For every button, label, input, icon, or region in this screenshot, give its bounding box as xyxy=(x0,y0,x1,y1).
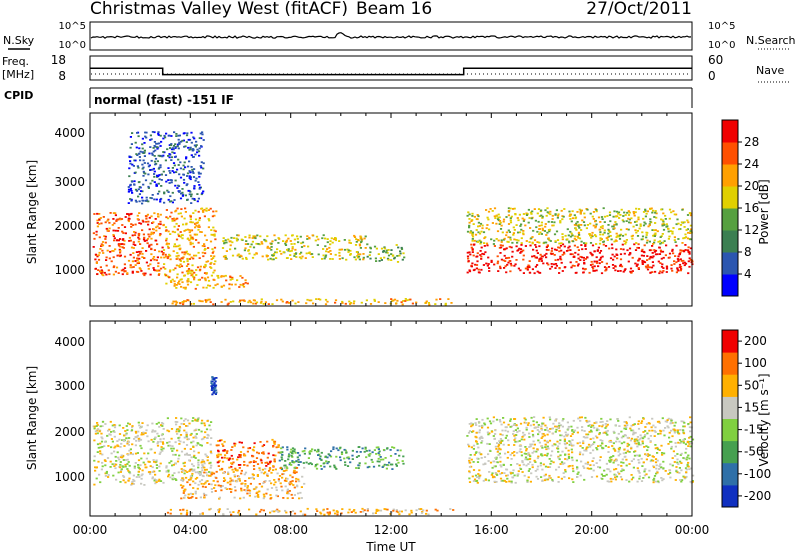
power-region-6 xyxy=(466,243,694,275)
velocity-region-4 xyxy=(179,466,306,500)
velocity-colorbar-seg-5 xyxy=(722,374,738,397)
velocity-colorbar-ticklabel-4: -15 xyxy=(744,423,764,437)
xtick-label-3: 12:00 xyxy=(374,523,409,537)
velocity-colorbar-seg-7 xyxy=(722,330,738,353)
velocity-colorbar-seg-2 xyxy=(722,440,738,464)
freq-label-2: [MHz] xyxy=(2,68,34,81)
velocity-colorbar-ticklabel-3: 15 xyxy=(744,400,759,414)
power-region-0 xyxy=(92,212,165,277)
velocity-region-6 xyxy=(466,416,695,484)
cpid-label: CPID xyxy=(4,89,33,102)
velocity-ylabel: Slant Range [km] xyxy=(25,366,39,470)
nave-label: Nave xyxy=(756,64,784,77)
search-tick-low: 10^0 xyxy=(708,40,735,51)
velocity-colorbar-seg-3 xyxy=(722,418,738,442)
xtick-label-2: 08:00 xyxy=(273,523,308,537)
velocity-colorbar-seg-1 xyxy=(722,462,738,486)
velocity-region-2 xyxy=(215,438,280,468)
date-label: 27/Oct/2011 xyxy=(586,0,692,19)
power-colorbar-ticklabel-4: 12 xyxy=(744,223,759,237)
velocity-colorbar-ticklabel-6: -100 xyxy=(744,467,771,481)
freq-label-1: Freq. xyxy=(2,55,29,68)
power-colorbar-seg-5 xyxy=(722,164,738,187)
freq-tick-low: 8 xyxy=(58,69,66,83)
sky-noise-trace xyxy=(90,32,692,39)
velocity-colorbar-ticklabel-7: -200 xyxy=(744,489,771,503)
nave-tick-low: 0 xyxy=(708,69,716,83)
beam-label: Beam 16 xyxy=(356,0,432,19)
velocity-colorbar: 200 100 50 15 -15 -50 -100 -200 xyxy=(722,330,771,508)
power-colorbar-seg-0 xyxy=(722,274,738,297)
velocity-ytick-3000: 3000 xyxy=(54,379,85,393)
velocity-colorbar-ticklabel-2: 50 xyxy=(744,378,759,392)
power-region-7 xyxy=(466,207,693,245)
xtick-label-1: 04:00 xyxy=(173,523,208,537)
freq-tick-high: 18 xyxy=(51,53,66,67)
velocity-ytick-2000: 2000 xyxy=(54,425,85,439)
cpid-mode: normal (fast) -151 IF xyxy=(94,93,234,107)
frequency-trace xyxy=(90,67,692,76)
power-colorbar-seg-4 xyxy=(722,186,738,209)
velocity-colorbar-label: Velocity [m s⁻¹] xyxy=(757,373,771,466)
velocity-region-3 xyxy=(278,446,405,471)
power-region-8 xyxy=(127,131,205,205)
power-region-3 xyxy=(366,243,406,263)
velocity-colorbar-ticklabel-5: -50 xyxy=(744,445,764,459)
velocity-colorbar-frame xyxy=(721,329,739,508)
velocity-colorbar-ticklabel-1: 100 xyxy=(744,356,767,370)
velocity-colorbar-seg-4 xyxy=(722,396,738,419)
xtick-label-4: 16:00 xyxy=(474,523,509,537)
search-tick-high: 10^5 xyxy=(708,21,735,32)
power-region-4 xyxy=(165,274,249,290)
power-colorbar-seg-3 xyxy=(722,208,738,231)
sky-tick-high: 10^5 xyxy=(59,21,86,32)
power-ytick-2000: 2000 xyxy=(54,219,85,233)
velocity-colorbar-seg-0 xyxy=(722,484,738,508)
power-ytick-3000: 3000 xyxy=(54,175,85,189)
power-colorbar-frame xyxy=(721,119,739,297)
xtick-label-6: 00:00 xyxy=(675,523,710,537)
search-label: N.Search xyxy=(746,34,796,47)
power-ylabel: Slant Range [km] xyxy=(25,160,39,264)
power-colorbar-ticklabel-2: 20 xyxy=(744,179,759,193)
power-colorbar-ticklabel-0: 28 xyxy=(744,135,759,149)
velocity-region-7 xyxy=(210,376,218,396)
velocity-colorbar-ticklabel-0: 200 xyxy=(744,334,767,348)
velocity-colorbar-seg-6 xyxy=(722,352,738,375)
power-yticks: 4000 3000 2000 1000 xyxy=(54,126,85,277)
power-colorbar-seg-7 xyxy=(722,120,738,143)
power-colorbar: 28 24 20 16 12 8 4 xyxy=(722,120,759,297)
power-colorbar-ticklabel-6: 4 xyxy=(744,267,752,281)
velocity-region-5 xyxy=(166,507,455,516)
power-colorbar-seg-1 xyxy=(722,252,738,275)
power-heatmap xyxy=(92,131,694,306)
power-region-2 xyxy=(221,234,367,261)
xtick-label-0: 00:00 xyxy=(73,523,108,537)
velocity-yticks: 4000 3000 2000 1000 xyxy=(54,335,85,484)
power-colorbar-ticklabel-5: 8 xyxy=(744,245,752,259)
power-colorbar-seg-6 xyxy=(722,142,738,165)
velocity-ytick-4000: 4000 xyxy=(54,335,85,349)
station-title: Christmas Valley West (fitACF) xyxy=(90,0,348,19)
sky-label: N.Sky xyxy=(3,34,35,47)
power-colorbar-seg-2 xyxy=(722,230,738,253)
power-region-1 xyxy=(162,207,218,277)
power-colorbar-ticklabel-1: 24 xyxy=(744,157,759,171)
velocity-region-0 xyxy=(92,420,165,486)
power-colorbar-label: Power [dB] xyxy=(757,179,771,244)
power-region-5 xyxy=(171,298,453,306)
xtick-label-5: 20:00 xyxy=(574,523,609,537)
velocity-heatmap xyxy=(92,376,695,516)
power-ytick-1000: 1000 xyxy=(54,263,85,277)
sky-noise-panel xyxy=(89,21,693,51)
sky-tick-low: 10^0 xyxy=(59,40,86,51)
xaxis-label: Time UT xyxy=(365,540,416,554)
velocity-ytick-1000: 1000 xyxy=(54,470,85,484)
power-colorbar-ticklabel-3: 16 xyxy=(744,201,759,215)
power-ytick-4000: 4000 xyxy=(54,126,85,140)
velocity-region-1 xyxy=(165,417,213,481)
nave-tick-high: 60 xyxy=(708,53,723,67)
time-axis: 00:00 04:00 08:00 12:00 16:00 20:00 00:00 xyxy=(73,113,710,537)
